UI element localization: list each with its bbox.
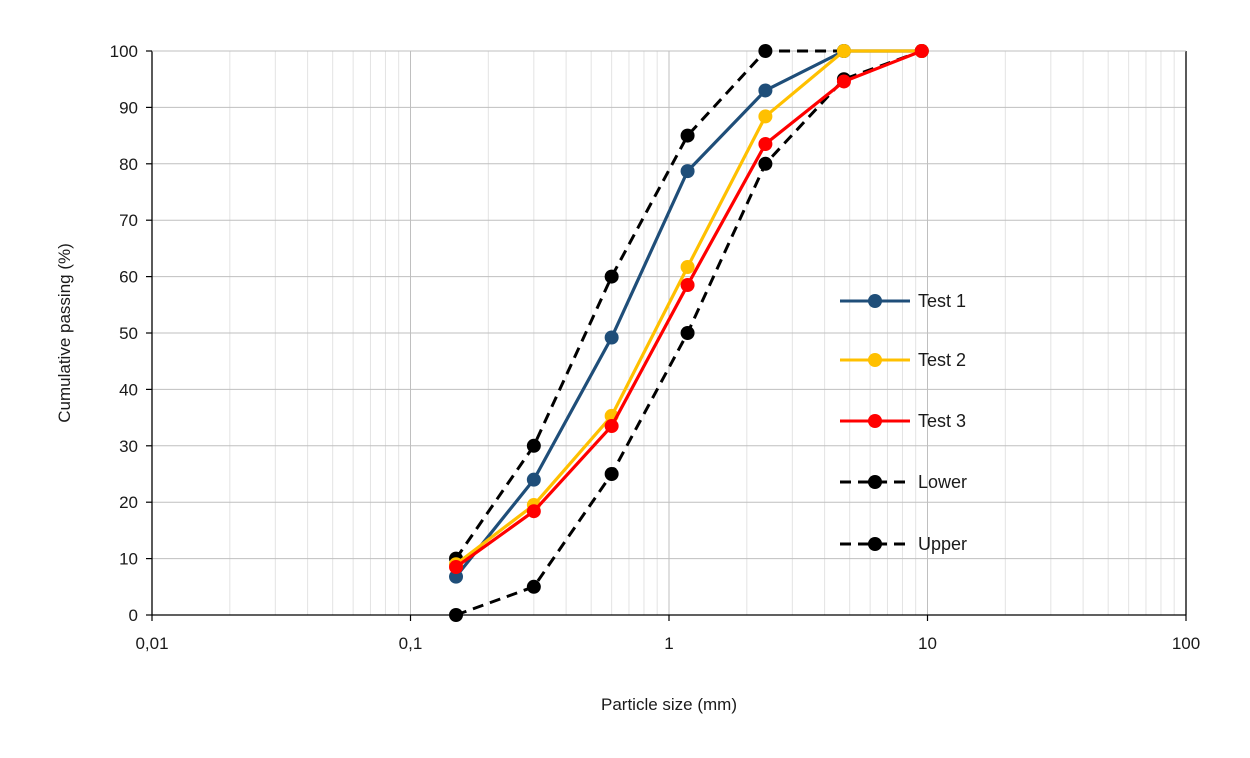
data-point-test-1	[680, 164, 695, 179]
data-point-test-3	[836, 74, 851, 89]
legend-marker	[868, 475, 882, 489]
x-tick-label: 0,1	[399, 634, 423, 653]
legend-label: Upper	[918, 534, 967, 554]
legend: Test 1 Test 2 Test 3 Lower Upper	[840, 291, 967, 554]
legend-label: Lower	[918, 472, 967, 492]
x-tick-label: 0,01	[135, 634, 168, 653]
legend-marker	[868, 537, 882, 551]
y-axis-title: Cumulative passing (%)	[55, 243, 74, 423]
data-point-test-3	[680, 278, 695, 293]
legend-marker	[868, 353, 882, 367]
legend-label: Test 2	[918, 350, 966, 370]
data-point-lower	[758, 44, 773, 58]
data-point-test-3	[604, 419, 619, 434]
y-tick-label: 90	[119, 98, 138, 117]
x-tick-label: 10	[918, 634, 937, 653]
data-point-test-2	[758, 109, 773, 124]
y-tick-label: 30	[119, 437, 138, 456]
y-tick-label: 100	[110, 42, 138, 61]
y-tick-label: 80	[119, 155, 138, 174]
legend-label: Test 1	[918, 291, 966, 311]
legend-marker	[868, 294, 882, 308]
data-point-upper	[526, 579, 541, 594]
data-point-lower	[604, 269, 619, 284]
x-tick-label: 100	[1172, 634, 1200, 653]
axes	[146, 50, 1187, 621]
legend-label: Test 3	[918, 411, 966, 431]
data-point-upper	[758, 156, 773, 171]
y-tick-label: 50	[119, 324, 138, 343]
data-point-upper	[604, 467, 619, 481]
data-point-test-3	[449, 560, 464, 575]
y-tick-label: 0	[129, 606, 138, 625]
data-point-test-1	[604, 330, 619, 345]
y-tick-label: 60	[119, 268, 138, 287]
tick-labels: 0,01 0,1 1 10 100 0 10 20 30 40 50 60 70 80 90 100	[110, 42, 1201, 653]
x-axis-title: Particle size (mm)	[601, 695, 737, 714]
data-point-test-3	[758, 137, 773, 152]
y-tick-label: 40	[119, 380, 138, 399]
y-tick-label: 20	[119, 493, 138, 512]
data-point-test-2	[680, 260, 695, 275]
data-point-test-3	[914, 44, 929, 58]
data-point-test-2	[836, 44, 851, 58]
data-point-lower	[526, 438, 541, 453]
series-line-lower	[454, 49, 922, 560]
legend-marker	[868, 414, 882, 428]
major-gridlines	[151, 50, 1187, 616]
data-point-upper	[449, 608, 464, 622]
data-point-test-1	[526, 472, 541, 487]
data-point-test-1	[449, 569, 464, 584]
data-point-lower	[680, 128, 695, 143]
data-point-test-1	[758, 83, 773, 98]
y-tick-label: 70	[119, 211, 138, 230]
x-tick-label: 1	[664, 634, 673, 653]
data-point-upper	[680, 326, 695, 340]
series-layer	[449, 44, 929, 622]
data-point-test-3	[526, 504, 541, 519]
y-tick-label: 10	[119, 550, 138, 569]
